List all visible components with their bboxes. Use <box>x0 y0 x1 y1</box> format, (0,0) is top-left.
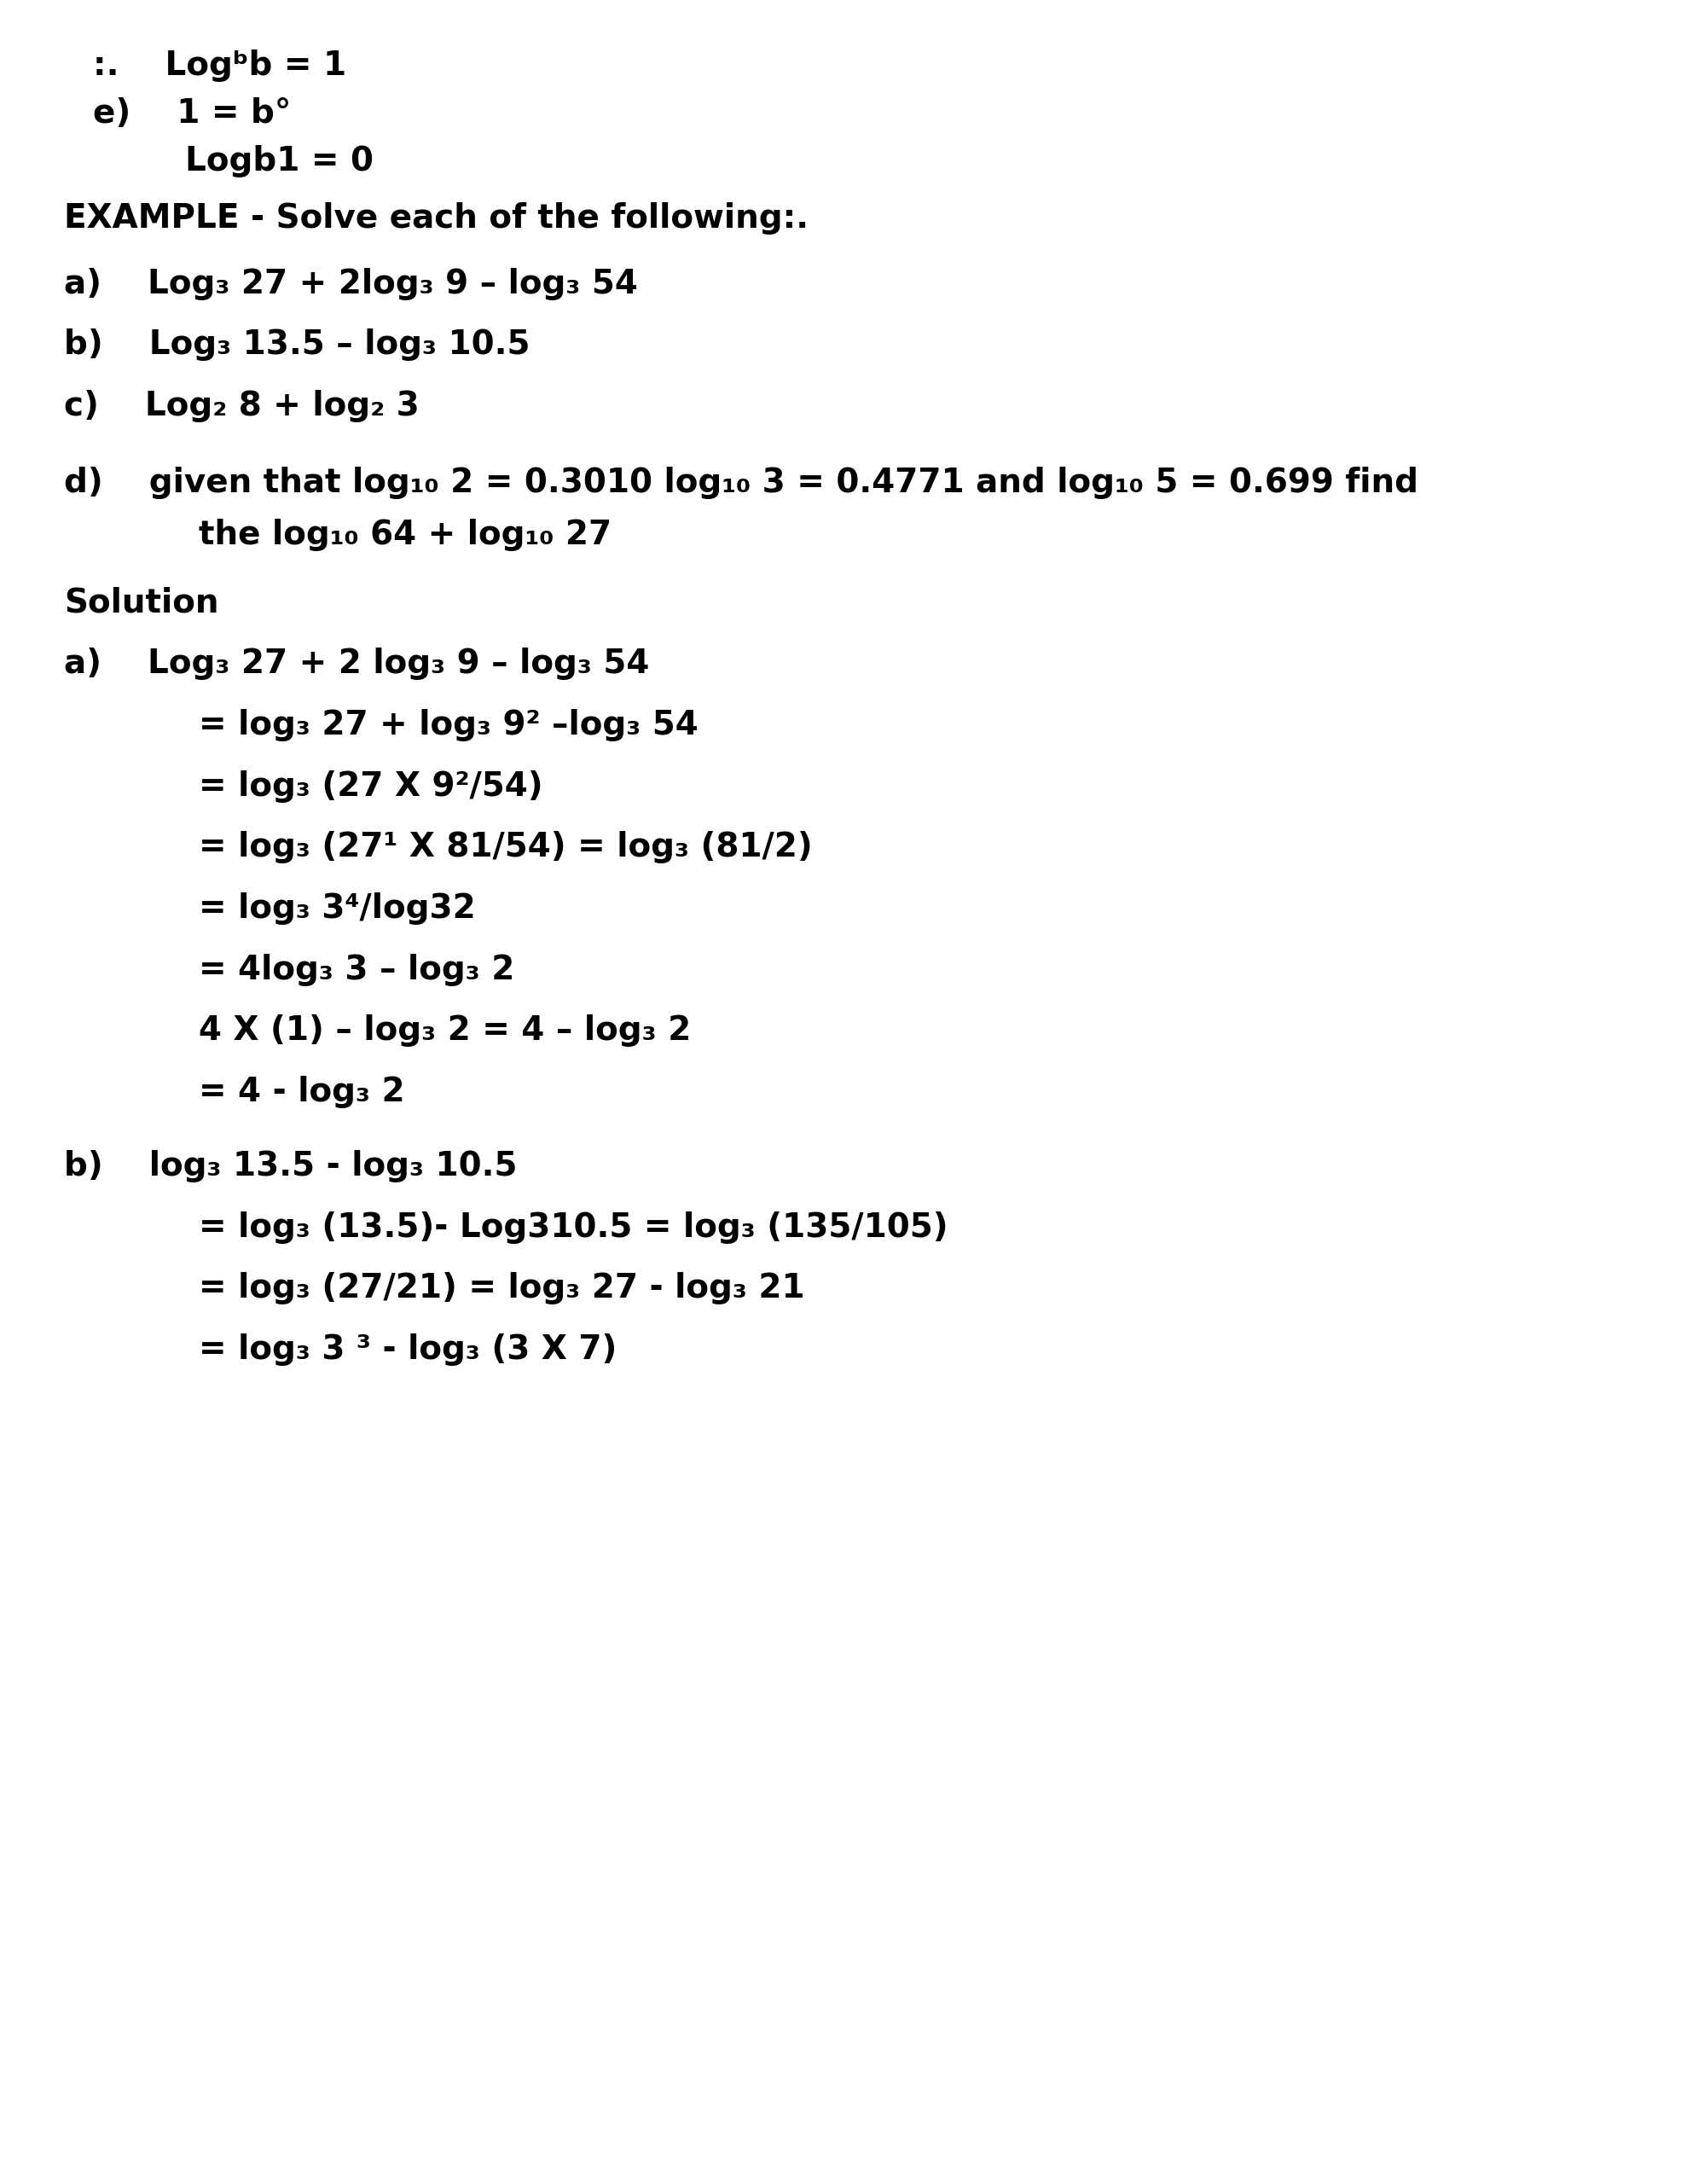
Text: 4 X (1) – log₃ 2 = 4 – log₃ 2: 4 X (1) – log₃ 2 = 4 – log₃ 2 <box>199 1016 692 1046</box>
Text: a)    Log₃ 27 + 2log₃ 9 – log₃ 54: a) Log₃ 27 + 2log₃ 9 – log₃ 54 <box>64 269 638 299</box>
Text: :.    Logᵇb = 1: :. Logᵇb = 1 <box>93 50 346 81</box>
Text: = log₃ (13.5)- Log310.5 = log₃ (135/105): = log₃ (13.5)- Log310.5 = log₃ (135/105) <box>199 1212 948 1243</box>
Text: b)    Log₃ 13.5 – log₃ 10.5: b) Log₃ 13.5 – log₃ 10.5 <box>64 330 530 360</box>
Text: = 4log₃ 3 – log₃ 2: = 4log₃ 3 – log₃ 2 <box>199 954 515 985</box>
Text: = log₃ 3 ³ - log₃ (3 X 7): = log₃ 3 ³ - log₃ (3 X 7) <box>199 1334 617 1365</box>
Text: = log₃ 27 + log₃ 9² –log₃ 54: = log₃ 27 + log₃ 9² –log₃ 54 <box>199 710 698 740</box>
Text: = log₃ 3⁴/log32: = log₃ 3⁴/log32 <box>199 893 476 924</box>
Text: d)    given that log₁₀ 2 = 0.3010 log₁₀ 3 = 0.4771 and log₁₀ 5 = 0.699 find: d) given that log₁₀ 2 = 0.3010 log₁₀ 3 =… <box>64 467 1419 498</box>
Text: the log₁₀ 64 + log₁₀ 27: the log₁₀ 64 + log₁₀ 27 <box>199 520 612 550</box>
Text: EXAMPLE - Solve each of the following:.: EXAMPLE - Solve each of the following:. <box>64 203 808 234</box>
Text: = 4 - log₃ 2: = 4 - log₃ 2 <box>199 1077 405 1107</box>
Text: Solution: Solution <box>64 587 219 618</box>
Text: e)    1 = b°: e) 1 = b° <box>93 98 290 129</box>
Text: c)    Log₂ 8 + log₂ 3: c) Log₂ 8 + log₂ 3 <box>64 391 420 422</box>
Text: b)    log₃ 13.5 - log₃ 10.5: b) log₃ 13.5 - log₃ 10.5 <box>64 1151 518 1182</box>
Text: a)    Log₃ 27 + 2 log₃ 9 – log₃ 54: a) Log₃ 27 + 2 log₃ 9 – log₃ 54 <box>64 649 649 679</box>
Text: = log₃ (27¹ X 81/54) = log₃ (81/2): = log₃ (27¹ X 81/54) = log₃ (81/2) <box>199 832 813 863</box>
Text: = log₃ (27/21) = log₃ 27 - log₃ 21: = log₃ (27/21) = log₃ 27 - log₃ 21 <box>199 1273 805 1304</box>
Text: = log₃ (27 X 9²/54): = log₃ (27 X 9²/54) <box>199 771 543 802</box>
Text: Logb1 = 0: Logb1 = 0 <box>93 146 373 177</box>
